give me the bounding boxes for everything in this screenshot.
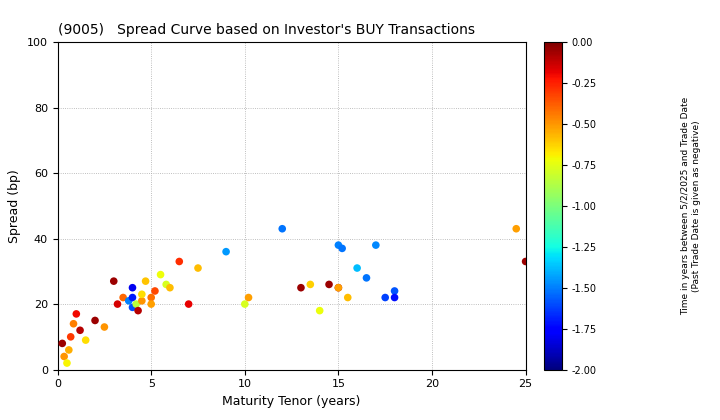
Point xyxy=(127,284,138,291)
Point xyxy=(117,294,129,301)
Point xyxy=(370,242,382,249)
Point xyxy=(183,301,194,307)
Point xyxy=(58,353,70,360)
Point xyxy=(80,337,91,344)
Point xyxy=(71,310,82,317)
Point xyxy=(361,275,372,281)
Point xyxy=(520,258,531,265)
Point xyxy=(342,294,354,301)
Point xyxy=(132,307,144,314)
Point xyxy=(389,294,400,301)
Point xyxy=(220,248,232,255)
Y-axis label: Spread (bp): Spread (bp) xyxy=(9,169,22,243)
Text: (9005)   Spread Curve based on Investor's BUY Transactions: (9005) Spread Curve based on Investor's … xyxy=(58,23,474,37)
Point xyxy=(130,301,142,307)
Point xyxy=(276,226,288,232)
Point xyxy=(112,301,123,307)
Point xyxy=(192,265,204,271)
Point xyxy=(336,245,348,252)
Point xyxy=(74,327,86,333)
Point xyxy=(174,258,185,265)
Point xyxy=(305,281,316,288)
Point xyxy=(314,307,325,314)
Point xyxy=(333,284,344,291)
Point xyxy=(295,284,307,291)
Point xyxy=(389,288,400,294)
Point xyxy=(123,297,135,304)
Point xyxy=(61,360,73,366)
Point xyxy=(89,317,101,324)
Point xyxy=(63,346,75,353)
Point xyxy=(136,291,148,298)
Point xyxy=(57,340,68,347)
Point xyxy=(108,278,120,284)
Point xyxy=(333,284,344,291)
Point xyxy=(68,320,79,327)
Point xyxy=(164,284,176,291)
Point xyxy=(351,265,363,271)
Point xyxy=(99,324,110,331)
Point xyxy=(379,294,391,301)
Point xyxy=(161,281,172,288)
Point xyxy=(333,242,344,249)
Point xyxy=(65,333,76,340)
Point xyxy=(127,304,138,311)
Point xyxy=(243,294,254,301)
Text: Time in years between 5/2/2025 and Trade Date
(Past Trade Date is given as negat: Time in years between 5/2/2025 and Trade… xyxy=(682,97,701,315)
Point xyxy=(145,301,157,307)
Point xyxy=(323,281,335,288)
Point xyxy=(136,297,148,304)
Point xyxy=(239,301,251,307)
Point xyxy=(510,226,522,232)
X-axis label: Maturity Tenor (years): Maturity Tenor (years) xyxy=(222,395,361,408)
Point xyxy=(155,271,166,278)
Point xyxy=(145,294,157,301)
Point xyxy=(149,288,161,294)
Point xyxy=(140,278,151,284)
Point xyxy=(127,294,138,301)
